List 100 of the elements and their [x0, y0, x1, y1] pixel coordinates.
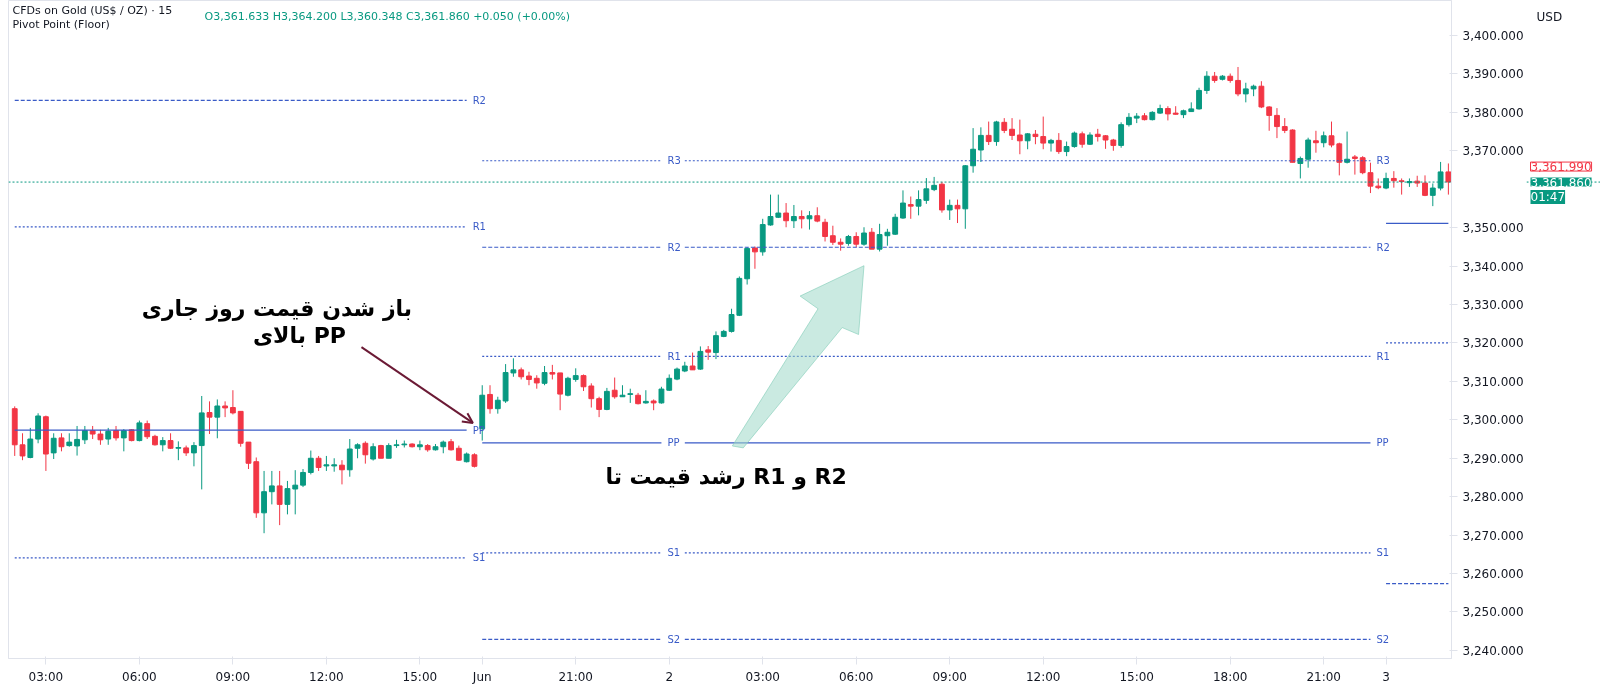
- x-tick-label: 15:00: [1119, 669, 1155, 684]
- text: S1: [1376, 547, 1390, 559]
- candlestick: [977, 126, 984, 163]
- candlestick: [81, 425, 88, 445]
- x-tick-label: 09:00: [932, 669, 968, 684]
- candlestick: [1429, 182, 1436, 207]
- candlestick: [35, 412, 42, 444]
- candlestick: [783, 202, 790, 228]
- candlestick: [191, 441, 197, 467]
- candlestick: [557, 372, 564, 411]
- series-label: R1: [667, 350, 681, 362]
- x-tick-label: 18:00: [1212, 669, 1248, 684]
- candlestick: [1203, 70, 1210, 95]
- candlestick: [822, 218, 828, 242]
- candlestick: [339, 459, 345, 485]
- candlestick: [206, 400, 213, 435]
- candlestick: [175, 440, 182, 461]
- candlestick: [946, 199, 953, 221]
- candlestick: [1016, 119, 1023, 155]
- x-tick-label: 03:00: [745, 669, 781, 684]
- candlestick: [1048, 138, 1054, 153]
- series-label: R2: [667, 241, 681, 253]
- candlestick: [892, 213, 899, 236]
- candlestick: [1274, 107, 1280, 139]
- text: Pivot Point (Floor): [12, 17, 110, 31]
- candlestick: [487, 384, 493, 415]
- candlestick: [993, 120, 1000, 147]
- candlestick: [1196, 87, 1202, 111]
- candlestick: [27, 427, 34, 459]
- text: 3,361.860: [1530, 175, 1592, 190]
- candlestick: [1118, 121, 1125, 149]
- text: USD: [1536, 9, 1563, 24]
- x-tick-label: 21:00: [558, 669, 594, 684]
- candlestick: [276, 470, 283, 526]
- series-label: S1: [472, 552, 486, 564]
- candlestick: [74, 425, 80, 457]
- candlestick: [1297, 156, 1304, 179]
- candlestick: [806, 210, 813, 231]
- text: R1: [472, 221, 486, 233]
- candlestick: [144, 420, 151, 440]
- candlestick: [1305, 137, 1312, 169]
- y-tick-label: 3,390.000: [1462, 67, 1524, 82]
- candlestick: [526, 371, 532, 386]
- x-tick-label: 2: [665, 669, 674, 684]
- text: S2: [1376, 633, 1390, 645]
- x-tick-label: 21:00: [1306, 669, 1342, 684]
- x-tick-label: 3: [1382, 669, 1390, 684]
- candlestick: [1164, 105, 1171, 121]
- x-tick-label: 12:00: [309, 669, 344, 684]
- candlestick: [307, 450, 314, 475]
- candlestick: [229, 389, 236, 415]
- x-tick-label: 15:00: [402, 669, 438, 684]
- candlestick: [713, 330, 719, 360]
- candlestick: [1055, 132, 1062, 155]
- candlestick: [292, 469, 299, 515]
- y-tick-label: 3,340.000: [1462, 259, 1524, 274]
- x-tick-label: 06:00: [122, 669, 157, 684]
- y-tick-label: 3,260.000: [1462, 567, 1524, 582]
- candlestick: [611, 377, 618, 400]
- candlestick: [596, 396, 603, 418]
- y-tick-label: 3,250.000: [1462, 605, 1524, 620]
- candlestick: [416, 440, 423, 451]
- candlestick: [1009, 117, 1015, 141]
- y-tick-label: 3,370.000: [1462, 144, 1524, 159]
- candlestick: [829, 225, 836, 246]
- candlestick: [1344, 131, 1351, 164]
- candlestick: [1242, 82, 1249, 103]
- series-label: PP: [667, 437, 680, 449]
- text: R2: [1376, 241, 1390, 253]
- candlestick: [798, 209, 805, 229]
- candlestick: [1351, 154, 1358, 176]
- candlestick: [954, 199, 961, 224]
- candlestick: [222, 400, 229, 418]
- candlestick: [1313, 130, 1319, 154]
- text: R2: [472, 94, 486, 106]
- annotation: باز شدن قیمت روز جاری: [141, 296, 413, 323]
- text: PP: [1376, 437, 1389, 449]
- chart-title: CFDs on Gold (US$ / OZ) · 15: [12, 3, 173, 17]
- candlestick: [58, 432, 65, 452]
- text: 01:47: [1530, 190, 1566, 205]
- candlestick: [868, 227, 875, 250]
- text: R1: [1376, 350, 1390, 362]
- candlestick: [1258, 80, 1265, 109]
- candlestick: [268, 470, 275, 505]
- annotation: O3,361.633 H3,364.200 L3,360.348 C3,361.860 +0.050 (+0.00%): [204, 10, 571, 23]
- candlestick: [907, 196, 914, 220]
- candlestick: [1359, 155, 1366, 175]
- candlestick: [300, 468, 306, 488]
- candlestick: [346, 438, 353, 478]
- text: 3,361.990: [1530, 160, 1592, 175]
- y-tick-label: 3,240.000: [1462, 643, 1524, 658]
- annotation: رشد قیمت تا R1 و R2: [605, 464, 847, 491]
- x-tick-label: Jun: [471, 669, 492, 684]
- candlestick: [1367, 162, 1374, 194]
- text: R3: [1376, 155, 1390, 167]
- candlestick: [642, 389, 649, 405]
- x-tick-label: 06:00: [838, 669, 874, 684]
- candlestick: [861, 226, 867, 247]
- candlestick: [541, 365, 548, 386]
- candlestick: [261, 470, 267, 534]
